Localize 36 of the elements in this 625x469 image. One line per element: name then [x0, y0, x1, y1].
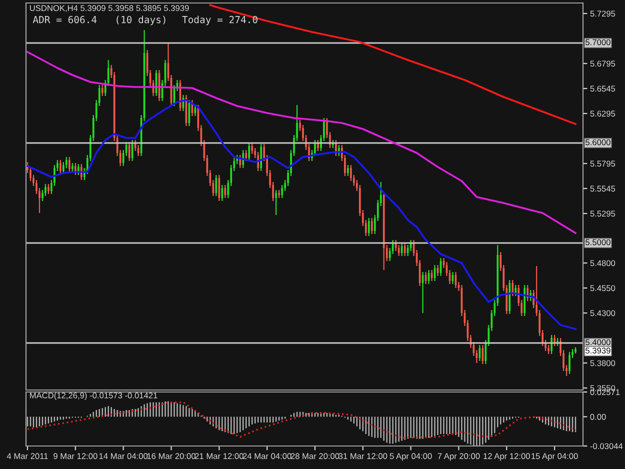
- x-tick-label: 7 Apr 20:00: [438, 453, 480, 461]
- annotation: Today = 274.0: [182, 16, 258, 26]
- x-tick-label: 5 Apr 04:00: [390, 453, 432, 461]
- y-tick-label: 5.4800: [590, 260, 616, 266]
- x-tick-label: 12 Apr 12:00: [484, 453, 530, 461]
- x-tick-label: 28 Mar 20:00: [290, 453, 340, 460]
- annotation: ADR = 606.4 (10 days): [32, 16, 166, 26]
- y-tick-label: 5.5295: [590, 210, 616, 217]
- chart-title: MACD(12,26,9) -0.01573 -0.01421: [30, 392, 158, 400]
- y-tick-label: -0.03044: [590, 443, 623, 450]
- x-tick-label: 15 Apr 04:00: [532, 453, 578, 461]
- ref-line-label: 5.4000: [586, 339, 610, 346]
- x-tick-label: 9 Mar 12:00: [54, 453, 98, 460]
- y-tick-label: 5.5795: [590, 160, 616, 167]
- y-tick-label: 0.00: [590, 414, 606, 420]
- x-tick-label: 16 Mar 20:00: [147, 453, 196, 460]
- y-tick-label: 5.4550: [590, 285, 616, 292]
- chart-title: USDNOK,H4 5.3909 5.3958 5.3895 5.3939: [30, 5, 189, 12]
- y-tick-label: 0.02571: [590, 389, 620, 396]
- y-tick-label: 5.6795: [590, 60, 616, 67]
- y-tick-label: 5.7295: [590, 10, 616, 17]
- ref-line-label: 5.5000: [586, 239, 610, 246]
- x-tick-label: 21 Mar 12:00: [195, 453, 244, 460]
- y-tick-label: 5.6545: [590, 86, 616, 92]
- ref-line-label: 5.6000: [586, 139, 610, 146]
- y-tick-label: 5.3800: [590, 360, 616, 366]
- x-tick-label: 14 Mar 04:00: [99, 453, 148, 460]
- text: 5.3939: [586, 348, 610, 354]
- y-tick-label: 5.6295: [590, 110, 616, 117]
- y-tick-label: 5.3550: [590, 385, 616, 392]
- y-tick-label: 5.5545: [590, 186, 616, 192]
- ref-line-label: 5.7000: [586, 39, 610, 46]
- x-tick-label: 24 Mar 04:00: [242, 453, 292, 460]
- x-tick-label: 4 Mar 2011: [6, 453, 48, 460]
- y-tick-label: 5.4300: [590, 310, 616, 316]
- x-tick-label: 31 Mar 12:00: [338, 453, 388, 460]
